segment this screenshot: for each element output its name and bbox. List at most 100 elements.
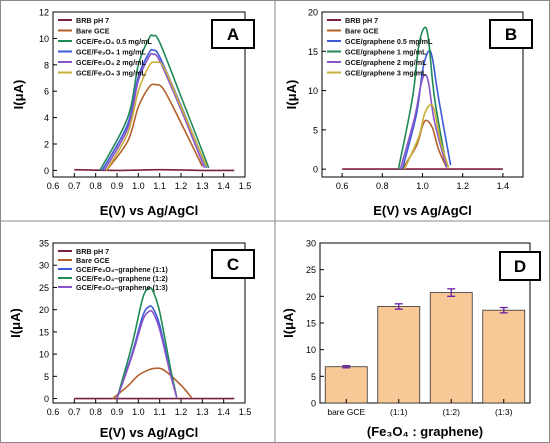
x-tick-label: 0.6 — [336, 181, 349, 191]
y-tick-label: 0 — [44, 166, 49, 176]
x-tick-label: 1.3 — [196, 181, 209, 191]
y-tick-label: 10 — [306, 345, 316, 355]
y-tick-label: 8 — [44, 60, 49, 70]
x-tick-label: 0.8 — [89, 407, 102, 417]
y-tick-label: 20 — [39, 305, 49, 315]
series-line-5 — [116, 309, 178, 399]
legend-label: Bare GCE — [345, 27, 379, 36]
x-tick-label: 1.5 — [239, 407, 252, 417]
y-tick-label: 25 — [306, 265, 316, 275]
y-tick-label: 20 — [306, 292, 316, 302]
y-tick-label: 0 — [311, 399, 316, 409]
legend-label: GCE/graphene 3 mg/mL — [345, 69, 427, 78]
bar-1 — [324, 366, 368, 404]
series-line-4 — [116, 287, 178, 399]
legend-label: GCE/graphene 2 mg/mL — [345, 58, 427, 67]
legend-label: GCE/Fe₃O₄–graphene (1:2) — [76, 274, 168, 283]
y-tick-label: 12 — [39, 8, 49, 18]
series-line-2 — [401, 119, 448, 170]
category-label: (1:1) — [390, 407, 408, 417]
legend-label: GCE/Fe₃O₄ 3 mg/mL — [76, 69, 146, 78]
x-axis-label: E(V) vs Ag/AgCl — [100, 203, 198, 218]
panel-b: 0 5 10 15 20 0.6 0.8 1.0 1.2 1.4 E(V) vs Ag/AgCl I(… — [284, 8, 533, 218]
legend-label: GCE/Fe₃O₄ 1 mg/mL — [76, 48, 146, 57]
series-line-5 — [103, 52, 206, 171]
y-axis-label: I(μA) — [284, 80, 299, 110]
panel-c: 0 5 10 15 20 25 30 35 0.6 0.7 0.8 0.9 1.0 1.1 1.2 1.3 1.… — [8, 239, 255, 440]
y-tick-label: 30 — [39, 261, 49, 271]
x-tick-label: 1.5 — [239, 181, 252, 191]
bar-3 — [429, 292, 473, 404]
y-tick-label: 30 — [306, 239, 316, 249]
y-tick-label: 25 — [39, 283, 49, 293]
series-line-6 — [105, 61, 208, 171]
x-tick-label: 1.4 — [497, 181, 510, 191]
legend-label: GCE/Fe₃O₄–graphene (1:3) — [76, 283, 168, 292]
series-line-5 — [399, 73, 448, 170]
panel-d: 0 5 10 15 20 25 30 (Fe₃O₄ : graphene) I(μA) bare … — [281, 239, 541, 439]
x-tick-label: 0.9 — [111, 181, 124, 191]
bar-2 — [377, 306, 421, 404]
x-tick-label: 0.7 — [68, 407, 81, 417]
y-tick-label: 5 — [44, 372, 49, 382]
x-tick-label: 1.0 — [132, 407, 145, 417]
panel-letter: A — [227, 25, 239, 44]
x-tick-label: 0.9 — [111, 407, 124, 417]
panel-letter: C — [227, 255, 239, 274]
y-tick-label: 10 — [39, 350, 49, 360]
x-axis-label: E(V) vs Ag/AgCl — [373, 203, 471, 218]
legend-label: GCE/graphene 0.5 mg/mL — [345, 37, 433, 46]
x-tick-label: 1.0 — [416, 181, 429, 191]
panel-badge — [211, 249, 255, 279]
panel-badge — [489, 19, 533, 49]
category-label: (1:3) — [495, 407, 513, 417]
x-tick-label: 0.6 — [47, 407, 60, 417]
x-tick-label: 1.2 — [456, 181, 469, 191]
legend-label: Bare GCE — [76, 256, 110, 265]
bar-4 — [482, 309, 526, 404]
legend-label: BRB pH 7 — [76, 247, 109, 256]
panel-badge — [499, 251, 541, 281]
x-tick-label: 1.2 — [175, 181, 188, 191]
x-tick-label: 1.1 — [153, 407, 166, 417]
y-tick-label: 6 — [44, 87, 49, 97]
x-tick-label: 1.4 — [217, 181, 230, 191]
series-line-3 — [401, 49, 452, 170]
y-tick-label: 5 — [311, 372, 316, 382]
y-tick-label: 0 — [313, 165, 318, 175]
x-tick-label: 1.0 — [132, 181, 145, 191]
y-tick-label: 20 — [308, 8, 318, 18]
y-tick-label: 4 — [44, 113, 49, 123]
panel-letter: D — [514, 257, 526, 276]
legend-label: GCE/Fe₃O₄ 0.5 mg/mL — [76, 37, 152, 46]
y-tick-label: 15 — [39, 327, 49, 337]
x-tick-label: 0.8 — [376, 181, 389, 191]
category-label: bare GCE — [327, 407, 365, 417]
series-line-4 — [397, 26, 448, 170]
y-axis-label: I(μA) — [11, 80, 26, 110]
y-tick-label: 10 — [39, 34, 49, 44]
legend-label: GCE/graphene 1 mg/mL — [345, 48, 427, 57]
legend-label: GCE/Fe₃O₄–graphene (1:1) — [76, 265, 168, 274]
series-line-6 — [403, 103, 450, 170]
legend-label: Bare GCE — [76, 27, 110, 36]
y-tick-label: 5 — [313, 125, 318, 135]
x-tick-label: 1.4 — [217, 407, 230, 417]
x-tick-label: 0.7 — [68, 181, 81, 191]
y-tick-label: 15 — [306, 319, 316, 329]
y-tick-label: 2 — [44, 140, 49, 150]
x-tick-label: 1.2 — [175, 407, 188, 417]
y-tick-label: 35 — [39, 239, 49, 249]
plot-frame — [52, 11, 246, 178]
x-axis-label: (Fe₃O₄ : graphene) — [367, 424, 483, 439]
legend-label: BRB pH 7 — [345, 16, 378, 25]
y-tick-label: 0 — [44, 394, 49, 404]
x-tick-label: 0.8 — [89, 181, 102, 191]
legend-label: GCE/Fe₃O₄ 2 mg/mL — [76, 58, 146, 67]
y-tick-label: 10 — [308, 86, 318, 96]
series-line-3 — [99, 34, 210, 171]
series-line-1 — [74, 168, 235, 172]
panel-a: 0 2 4 6 8 10 12 0.6 0.7 0.8 0.9 1.0 1.1 1.2 1.3 1.4 1.5 E… — [11, 8, 255, 218]
y-axis-label: I(μA) — [281, 308, 296, 338]
